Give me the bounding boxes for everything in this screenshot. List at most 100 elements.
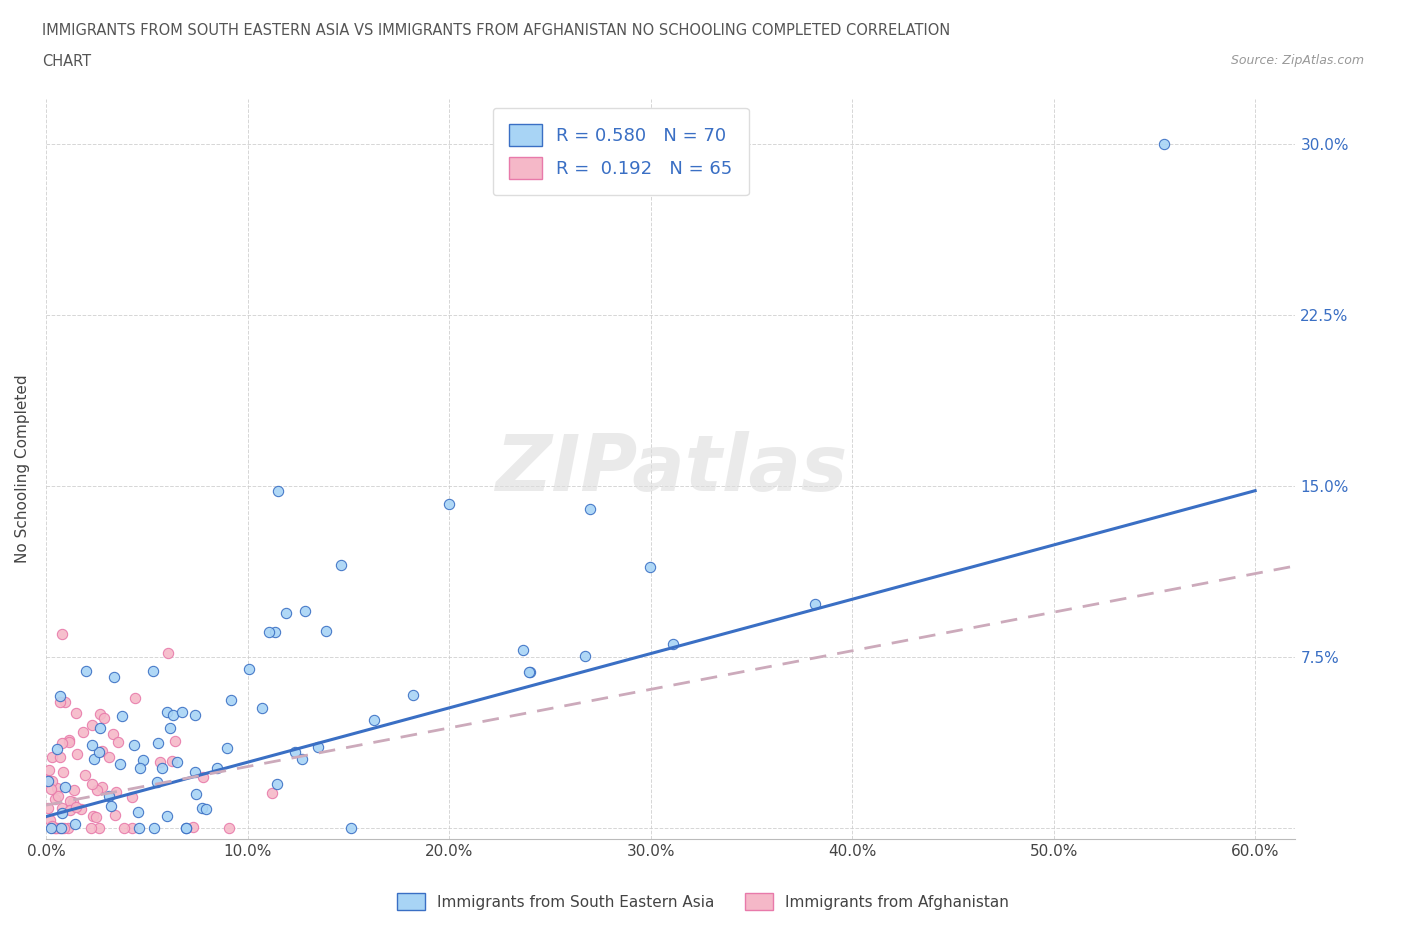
Point: [51, 801, 73, 816]
Point: [162, 753, 184, 768]
Point: [82, 808, 104, 823]
Point: [191, 769, 214, 784]
Point: [107, 735, 129, 750]
Point: [84, 810, 107, 825]
Point: [146, 736, 169, 751]
Point: [41, 774, 63, 789]
Point: [49, 750, 72, 764]
Point: [638, 560, 661, 575]
Point: [73, 768, 96, 783]
Point: [37, 801, 59, 816]
Point: [184, 787, 207, 802]
Point: [145, 774, 167, 789]
Point: [75, 663, 97, 678]
Point: [37, 773, 59, 788]
Point: [574, 648, 596, 663]
Point: [72, 724, 94, 739]
Point: [257, 625, 280, 640]
Point: [579, 501, 602, 516]
Point: [103, 727, 125, 742]
Point: [91, 744, 114, 759]
Point: [156, 646, 179, 661]
Point: [51, 736, 73, 751]
Point: [340, 820, 363, 835]
Point: [93, 711, 115, 725]
Point: [45, 780, 67, 795]
Point: [51, 805, 73, 820]
Point: [41, 750, 63, 764]
Point: [250, 700, 273, 715]
Point: [58, 735, 80, 750]
Legend: Immigrants from South Eastern Asia, Immigrants from Afghanistan: Immigrants from South Eastern Asia, Immi…: [389, 885, 1017, 918]
Point: [59, 803, 82, 817]
Point: [264, 625, 287, 640]
Point: [163, 734, 186, 749]
Point: [53, 695, 76, 710]
Point: [105, 785, 128, 800]
Point: [662, 636, 685, 651]
Point: [80, 777, 103, 792]
Point: [59, 794, 82, 809]
Point: [315, 624, 337, 639]
Point: [89, 721, 111, 736]
Point: [184, 764, 207, 779]
Point: [87, 745, 110, 760]
Point: [48, 689, 70, 704]
Point: [437, 497, 460, 512]
Point: [48, 820, 70, 835]
Point: [195, 802, 218, 817]
Point: [218, 820, 240, 835]
Point: [39, 820, 62, 835]
Point: [56, 820, 79, 835]
Point: [89, 707, 111, 722]
Point: [103, 670, 125, 684]
Point: [45, 820, 67, 835]
Point: [267, 484, 290, 498]
Point: [98, 789, 121, 804]
Point: [330, 557, 353, 572]
Point: [363, 713, 385, 728]
Point: [87, 820, 110, 835]
Point: [97, 750, 120, 764]
Point: [131, 752, 153, 767]
Point: [162, 708, 184, 723]
Legend: R = 0.580   N = 70, R =  0.192   N = 65: R = 0.580 N = 70, R = 0.192 N = 65: [494, 108, 748, 195]
Point: [156, 705, 179, 720]
Point: [128, 761, 150, 776]
Point: [184, 708, 207, 723]
Point: [62, 794, 84, 809]
Point: [207, 761, 229, 776]
Point: [86, 782, 108, 797]
Text: Source: ZipAtlas.com: Source: ZipAtlas.com: [1230, 54, 1364, 67]
Point: [44, 791, 66, 806]
Point: [215, 740, 238, 755]
Point: [49, 695, 72, 710]
Point: [174, 820, 197, 835]
Point: [260, 786, 283, 801]
Point: [284, 745, 307, 760]
Point: [174, 820, 197, 835]
Point: [159, 720, 181, 735]
Point: [82, 737, 104, 752]
Point: [42, 820, 65, 835]
Point: [219, 692, 242, 707]
Point: [65, 800, 87, 815]
Point: [104, 808, 127, 823]
Point: [150, 761, 173, 776]
Point: [51, 820, 73, 835]
Point: [63, 817, 86, 831]
Point: [66, 746, 89, 761]
Point: [804, 596, 827, 611]
Point: [63, 783, 86, 798]
Point: [121, 820, 143, 835]
Text: IMMIGRANTS FROM SOUTH EASTERN ASIA VS IMMIGRANTS FROM AFGHANISTAN NO SCHOOLING C: IMMIGRANTS FROM SOUTH EASTERN ASIA VS IM…: [42, 23, 950, 38]
Point: [170, 704, 193, 719]
Point: [41, 818, 63, 833]
Point: [110, 757, 132, 772]
Point: [156, 808, 179, 823]
Point: [128, 820, 150, 835]
Point: [38, 812, 60, 827]
Point: [512, 643, 534, 658]
Point: [519, 665, 541, 680]
Point: [121, 790, 143, 804]
